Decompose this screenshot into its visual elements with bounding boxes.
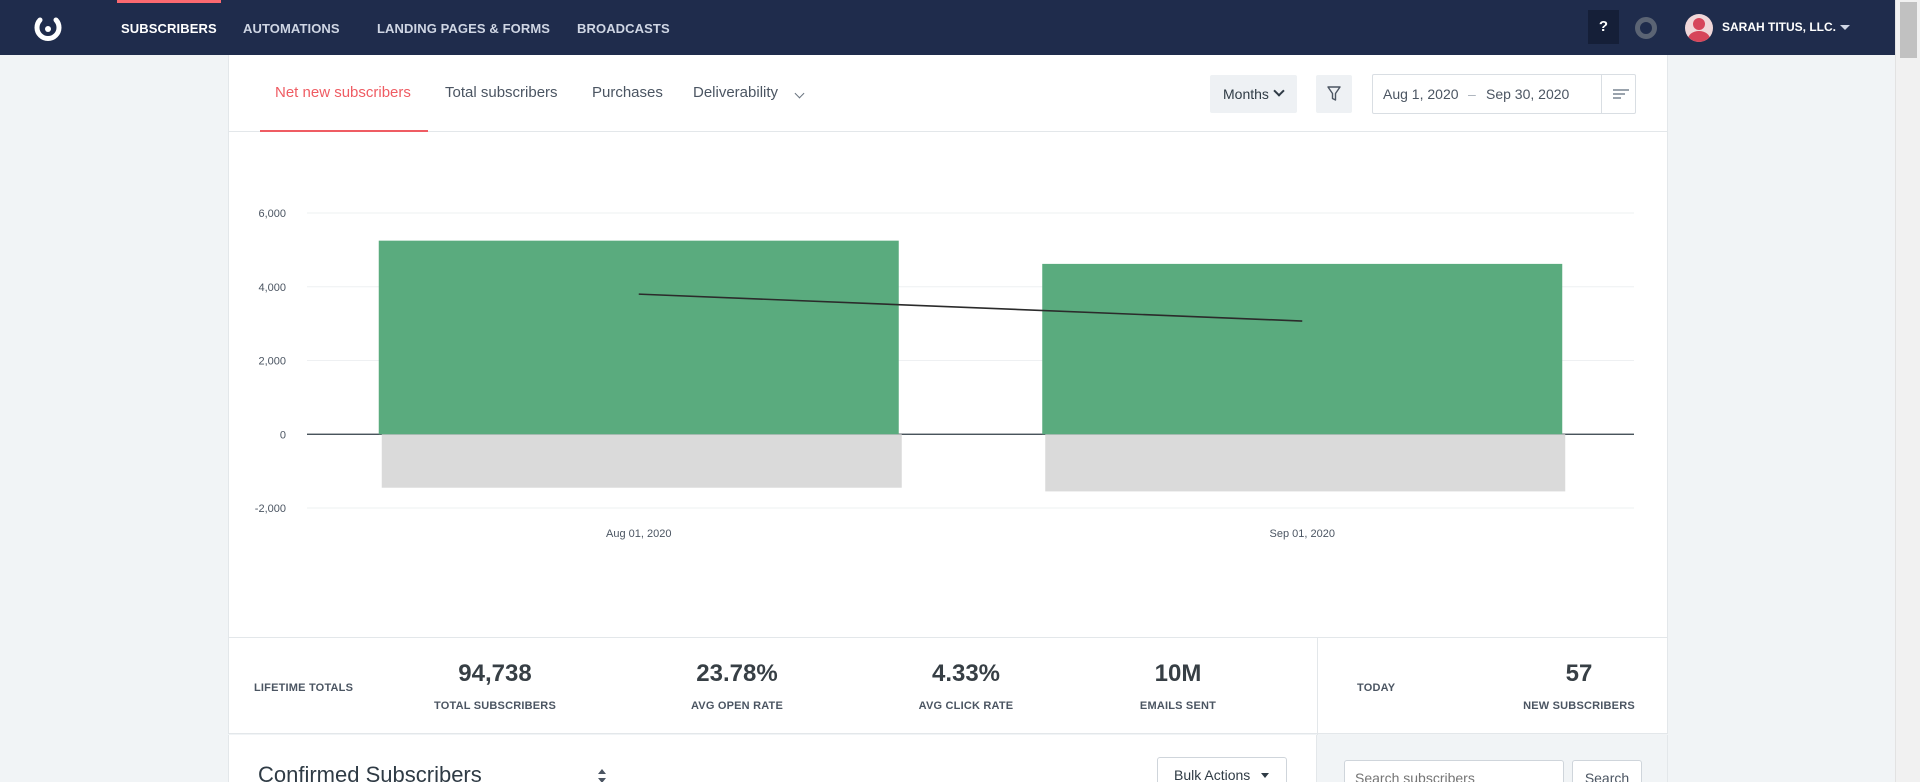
avg-open-rate-value: 23.78% bbox=[696, 660, 778, 687]
period-select[interactable]: Months bbox=[1210, 75, 1297, 113]
convertkit-logo[interactable] bbox=[30, 12, 66, 44]
emails-sent-value: 10M bbox=[1154, 660, 1202, 687]
total-subscribers-label: TOTAL SUBSCRIBERS bbox=[434, 700, 556, 712]
y-tick-label: 2,000 bbox=[258, 356, 286, 368]
avatar-body-shape bbox=[1688, 31, 1710, 42]
avg-click-rate-label: AVG CLICK RATE bbox=[918, 700, 1014, 712]
confirmed-subscribers-title[interactable]: Confirmed Subscribers bbox=[258, 762, 482, 782]
chevron-down-icon bbox=[1273, 85, 1285, 97]
stats-divider bbox=[1317, 638, 1318, 735]
lifetime-stats-row: LIFETIME TOTALS 94,738 TOTAL SUBSCRIBERS… bbox=[228, 637, 1668, 735]
chart-svg: 6,000 4,000 2,000 0 -2,000 Aug 01, 2020 Sep 01… bbox=[255, 208, 1634, 540]
nav-subscribers[interactable]: SUBSCRIBERS bbox=[117, 0, 221, 55]
top-navigation: SUBSCRIBERS AUTOMATIONS LANDING PAGES & … bbox=[0, 0, 1895, 55]
tab-purchases[interactable]: Purchases bbox=[592, 84, 663, 101]
reports-panel: Net new subscribers Total subscribers Pu… bbox=[228, 55, 1668, 637]
nav-landing-pages-forms[interactable]: LANDING PAGES & FORMS bbox=[377, 21, 551, 36]
nav-automations[interactable]: AUTOMATIONS bbox=[243, 21, 340, 36]
tab-net-new-subscribers[interactable]: Net new subscribers bbox=[275, 84, 411, 101]
x-tick-label: Sep 01, 2020 bbox=[1270, 528, 1335, 540]
negative-bar bbox=[1045, 434, 1566, 492]
account-dropdown-icon[interactable] bbox=[1840, 25, 1850, 30]
account-name[interactable]: SARAH TITUS, LLC. bbox=[1722, 20, 1836, 34]
notification-status-icon[interactable] bbox=[1635, 17, 1657, 39]
avatar-head-shape bbox=[1693, 18, 1705, 30]
tab-deliverability[interactable]: Deliverability bbox=[693, 84, 779, 101]
date-range-end[interactable]: Sep 30, 2020 bbox=[1486, 86, 1570, 102]
period-select-value: Months bbox=[1223, 86, 1269, 102]
subscribers-list-header: Confirmed Subscribers Bulk Actions bbox=[228, 735, 1316, 782]
chevron-down-icon[interactable] bbox=[794, 88, 805, 99]
search-panel: Search bbox=[1316, 735, 1668, 782]
avg-click-rate-value: 4.33% bbox=[931, 660, 1001, 687]
today-label: TODAY bbox=[1357, 682, 1396, 694]
filter-button[interactable] bbox=[1316, 75, 1352, 113]
y-tick-label: 0 bbox=[280, 429, 286, 441]
help-button[interactable]: ? bbox=[1588, 10, 1619, 44]
bulk-actions-button[interactable]: Bulk Actions bbox=[1157, 757, 1287, 782]
y-tick-label: 4,000 bbox=[258, 282, 286, 294]
page-scrollbar[interactable] bbox=[1895, 0, 1920, 782]
nav-broadcasts[interactable]: BROADCASTS bbox=[577, 21, 670, 36]
y-tick-label: -2,000 bbox=[255, 503, 286, 515]
date-range-start[interactable]: Aug 1, 2020 bbox=[1383, 86, 1459, 102]
search-button[interactable]: Search bbox=[1572, 760, 1642, 782]
sort-icon[interactable] bbox=[597, 768, 607, 782]
y-tick-label: 6,000 bbox=[258, 208, 286, 220]
total-subscribers-value: 94,738 bbox=[458, 660, 532, 687]
positive-bar bbox=[1042, 263, 1563, 435]
filter-icon bbox=[1327, 86, 1341, 101]
positive-bar bbox=[378, 240, 899, 435]
date-range-menu-icon[interactable] bbox=[1601, 75, 1637, 113]
active-tab-indicator bbox=[260, 130, 428, 132]
lifetime-totals-label: LIFETIME TOTALS bbox=[254, 682, 354, 694]
emails-sent-label: EMAILS SENT bbox=[1139, 700, 1217, 712]
negative-bar bbox=[381, 434, 902, 488]
caret-down-icon bbox=[1261, 773, 1269, 778]
avg-open-rate-label: AVG OPEN RATE bbox=[690, 700, 784, 712]
new-subscribers-value: 57 bbox=[1565, 660, 1593, 687]
new-subscribers-label: NEW SUBSCRIBERS bbox=[1523, 700, 1635, 712]
date-range-picker[interactable]: Aug 1, 2020 – Sep 30, 2020 bbox=[1372, 74, 1636, 114]
search-input[interactable] bbox=[1344, 760, 1564, 782]
avatar[interactable] bbox=[1685, 14, 1713, 42]
scrollbar-thumb[interactable] bbox=[1900, 2, 1917, 58]
net-new-subscribers-chart: 6,000 4,000 2,000 0 -2,000 Aug 01, 2020 Sep 01… bbox=[229, 132, 1669, 564]
x-tick-label: Aug 01, 2020 bbox=[606, 528, 671, 540]
trend-line bbox=[638, 293, 1303, 322]
bulk-actions-label: Bulk Actions bbox=[1174, 767, 1251, 782]
tab-total-subscribers[interactable]: Total subscribers bbox=[445, 84, 558, 101]
date-range-separator: – bbox=[1468, 86, 1476, 102]
report-tabs-bar: Net new subscribers Total subscribers Pu… bbox=[229, 55, 1667, 132]
